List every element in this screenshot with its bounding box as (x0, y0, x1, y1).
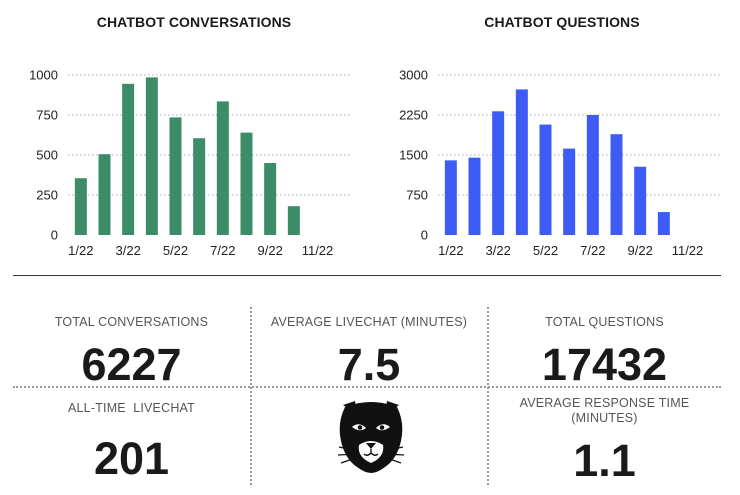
conversations-ytick-label: 750 (36, 108, 58, 123)
stat-value: 1.1 (573, 435, 636, 486)
conversations-xtick-label: 5/22 (163, 243, 188, 258)
questions-bar (468, 157, 481, 235)
stat-label: TOTAL QUESTIONS (545, 315, 664, 329)
questions-bar (539, 124, 552, 235)
conversations-bar (98, 154, 111, 235)
conversations-ytick-label: 500 (36, 148, 58, 163)
questions-xtick-label: 1/22 (438, 243, 463, 258)
stat-label-line1: AVERAGE RESPONSE TIME (519, 396, 690, 410)
conversations-bar (264, 163, 277, 235)
conversations-bar (216, 101, 229, 236)
conversations-bar-chart: 0 250 500 750 1000 1/22 3/22 5/22 7/22 9/22 11/22 (29, 68, 352, 258)
questions-bar (657, 212, 670, 235)
conversations-bar (193, 138, 206, 235)
questions-xtick-label: 9/22 (628, 243, 653, 258)
stat-label: AVERAGE LIVECHAT (MINUTES) (270, 315, 468, 329)
questions-ytick-label: 3000 (399, 68, 428, 83)
questions-xtick-label: 7/22 (580, 243, 605, 258)
conversations-bar (145, 77, 158, 236)
grid-divider-vertical-2 (487, 307, 489, 485)
questions-bar-chart: 0 750 1500 2250 3000 1/22 3/22 5/22 7/22 9/22 11/2… (399, 68, 722, 258)
chart-title-conversations: CHATBOT CONVERSATIONS (96, 14, 292, 30)
questions-bar (444, 160, 457, 235)
stat-label-line2: (MINUTES) (571, 411, 638, 425)
questions-xtick-label: 5/22 (533, 243, 558, 258)
stat-value: 201 (93, 433, 170, 484)
questions-xtick-label: 11/22 (672, 243, 704, 258)
conversations-xtick-label: 11/22 (302, 243, 334, 258)
conversations-bar (240, 132, 253, 235)
questions-bar (515, 89, 528, 236)
questions-ytick-label: 750 (406, 188, 428, 203)
stat-total-questions: TOTAL QUESTIONS 17432 (488, 315, 721, 390)
conversations-xtick-label: 1/22 (68, 243, 93, 258)
conversations-bar (122, 83, 135, 235)
questions-ytick-label: 1500 (399, 148, 428, 163)
conversations-bar (74, 178, 87, 235)
grid-divider-horizontal (13, 386, 721, 388)
conversations-ytick-label: 0 (51, 228, 58, 243)
stat-value: 17432 (541, 339, 668, 390)
stat-label: TOTAL CONVERSATIONS (54, 315, 209, 329)
stat-value: 6227 (81, 339, 182, 390)
questions-bar (563, 148, 576, 235)
stat-average-livechat: AVERAGE LIVECHAT (MINUTES) 7.5 (251, 315, 487, 390)
questions-bar (610, 134, 623, 235)
conversations-ytick-label: 1000 (29, 68, 58, 83)
conversations-xtick-label: 9/22 (258, 243, 283, 258)
stat-total-conversations: TOTAL CONVERSATIONS 6227 (13, 315, 250, 390)
questions-xtick-label: 3/22 (486, 243, 511, 258)
stat-average-response-time: AVERAGE RESPONSE TIME (MINUTES) 1.1 (488, 396, 721, 486)
stat-all-time-livechat: ALL-TIME LIVECHAT 201 (13, 401, 250, 484)
questions-bar (492, 111, 505, 235)
panther-head-icon (337, 401, 405, 473)
conversations-xtick-label: 7/22 (210, 243, 235, 258)
questions-bar (586, 115, 599, 235)
questions-ytick-label: 0 (421, 228, 428, 243)
conversations-ytick-label: 250 (36, 188, 58, 203)
conversations-bar (169, 117, 182, 235)
questions-bar (634, 166, 647, 235)
chart-title-questions: CHATBOT QUESTIONS (484, 14, 640, 30)
conversations-bar (287, 206, 300, 235)
grid-divider-vertical-1 (250, 307, 252, 485)
section-divider (13, 275, 721, 276)
stat-value: 7.5 (337, 339, 401, 390)
stat-label: ALL-TIME LIVECHAT (67, 401, 195, 415)
conversations-xtick-label: 3/22 (116, 243, 141, 258)
questions-ytick-label: 2250 (399, 108, 428, 123)
